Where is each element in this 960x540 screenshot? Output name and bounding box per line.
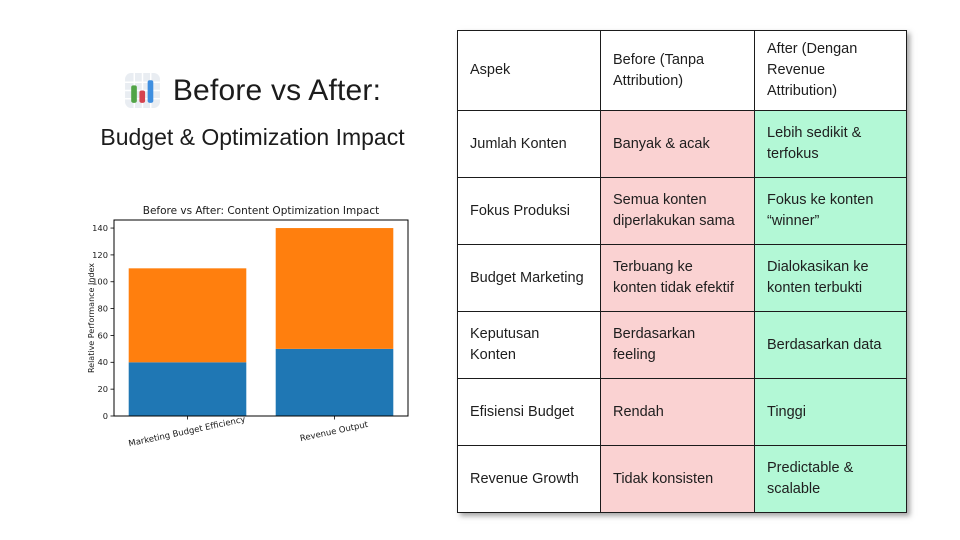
svg-text:Marketing Budget Efficiency: Marketing Budget Efficiency — [128, 415, 247, 450]
cell-after: Dialokasikan ke konten terbukti — [754, 244, 907, 313]
table-row: Budget Marketing Terbuang ke konten tida… — [457, 244, 907, 313]
header-cell-before: Before (Tanpa Attribution) — [600, 29, 755, 112]
svg-text:Relative Performance Index: Relative Performance Index — [87, 263, 96, 373]
cell-after: Lebih sedikit & terfokus — [754, 110, 907, 179]
cell-before: Semua konten diperlakukan sama — [600, 177, 755, 246]
cell-aspek: Revenue Growth — [457, 445, 601, 514]
cell-aspek: Budget Marketing — [457, 244, 601, 313]
cell-aspek: Jumlah Konten — [457, 110, 601, 179]
impact-chart-svg: Before vs After: Content Optimization Im… — [87, 205, 409, 450]
cell-before: Tidak konsisten — [600, 445, 755, 514]
svg-text:Revenue Output: Revenue Output — [299, 420, 369, 444]
svg-text:80: 80 — [97, 304, 108, 314]
comparison-table: Aspek Before (Tanpa Attribution) After (… — [457, 29, 907, 514]
table-row: Fokus Produksi Semua konten diperlakukan… — [457, 177, 907, 246]
cell-after: Tinggi — [754, 378, 907, 447]
cell-before: Terbuang ke konten tidak efektif — [600, 244, 755, 313]
svg-text:40: 40 — [97, 357, 108, 367]
cell-after: Fokus ke konten “winner” — [754, 177, 907, 246]
bar-chart-icon — [124, 73, 160, 108]
header-cell-aspek: Aspek — [457, 29, 601, 112]
table-row: Jumlah Konten Banyak & acak Lebih sediki… — [457, 110, 907, 179]
table-header-row: Aspek Before (Tanpa Attribution) After (… — [457, 29, 907, 112]
cell-after: Berdasarkan data — [754, 311, 907, 380]
chart-region: Before vs After: Content Optimization Im… — [85, 198, 425, 458]
cell-after: Predictable & scalable — [754, 445, 907, 514]
slide-subtitle: Budget & Optimization Impact — [100, 124, 405, 150]
svg-text:20: 20 — [97, 384, 108, 394]
cell-before: Banyak & acak — [600, 110, 755, 179]
svg-text:120: 120 — [92, 250, 108, 260]
cell-before: Rendah — [600, 378, 755, 447]
svg-text:140: 140 — [92, 223, 108, 233]
slide-title: Before vs After: — [172, 73, 382, 107]
svg-text:0: 0 — [103, 411, 108, 421]
svg-text:60: 60 — [97, 330, 108, 340]
table-row: Efisiensi Budget Rendah Tinggi — [457, 378, 907, 447]
cell-aspek: Efisiensi Budget — [457, 378, 601, 447]
svg-text:100: 100 — [92, 277, 108, 287]
cell-aspek: Fokus Produksi — [457, 177, 601, 246]
table-row: Revenue Growth Tidak konsisten Predictab… — [457, 445, 907, 514]
cell-aspek: Keputusan Konten — [457, 311, 601, 380]
title-row: Before vs After: — [40, 72, 465, 109]
header-block: Before vs After: Budget & Optimization I… — [40, 72, 465, 151]
cell-before: Berdasarkan feeling — [600, 311, 755, 380]
header-cell-after: After (Dengan Revenue Attribution) — [754, 29, 907, 112]
table-row: Keputusan Konten Berdasarkan feeling Ber… — [457, 311, 907, 380]
svg-text:Before vs After: Content Optim: Before vs After: Content Optimization Im… — [143, 205, 380, 217]
